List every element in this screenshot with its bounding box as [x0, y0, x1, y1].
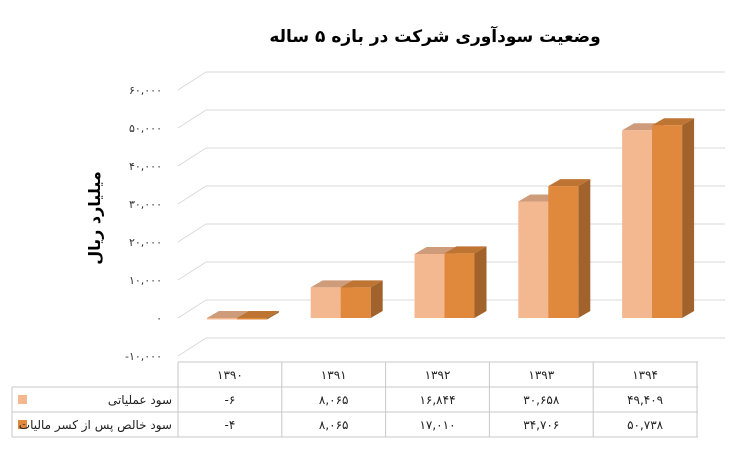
- x-tick-label: ۱۳۹۱: [321, 368, 347, 382]
- x-tick-label: ۱۳۹۲: [425, 368, 451, 382]
- bar-top: [206, 311, 249, 318]
- bar-side: [370, 280, 383, 318]
- bar-top: [310, 280, 353, 288]
- y-tick-label: ۲۰,۰۰۰: [129, 236, 162, 249]
- bar-front: [548, 186, 579, 318]
- bar-side: [474, 246, 487, 318]
- data-table: ۱۳۹۰ ۱۳۹۱ ۱۳۹۲ ۱۳۹۳ ۱۳۹۴ سود عملیاتی -۶ ۸,۰۶۵ ۱۶…: [11, 361, 698, 438]
- data-label: ۴۹,۴۰۹: [627, 393, 663, 407]
- bar-top: [548, 179, 591, 187]
- data-label: ۳۴,۷۰۶: [523, 418, 559, 432]
- y-axis-label: میلیارد ریال: [85, 171, 104, 265]
- x-tick-label: ۱۳۹۰: [217, 368, 243, 382]
- bar-front: [652, 125, 683, 318]
- data-label: ۸,۰۶۵: [319, 393, 349, 407]
- y-tick-label: ۶۰,۰۰۰: [129, 84, 162, 97]
- bars-layer: [206, 118, 695, 320]
- y-tick-label: ۰: [156, 312, 162, 325]
- bar-top: [652, 118, 695, 126]
- gridline-slant: [177, 185, 207, 205]
- bar-front: [444, 253, 475, 318]
- bar-side: [682, 118, 695, 318]
- bar: [652, 118, 695, 318]
- bar-front: [310, 287, 341, 318]
- data-label: -۴: [225, 418, 236, 432]
- gridline-slant: [177, 147, 207, 167]
- bar-top: [414, 246, 457, 254]
- bar: [444, 246, 487, 318]
- bar-top: [236, 311, 279, 318]
- legend-label: سود عملیاتی: [108, 393, 172, 408]
- bar-top: [340, 280, 383, 288]
- gridline-slant: [177, 261, 207, 281]
- y-tick-label: -۱۰,۰۰۰: [125, 350, 162, 363]
- chart-title: وضعیت سودآوری شرکت در بازه ۵ ساله: [269, 25, 600, 47]
- data-label: ۸,۰۶۵: [319, 418, 349, 432]
- bar-side: [578, 179, 591, 318]
- gridline-slant: [177, 337, 207, 357]
- gridline-slant: [177, 71, 207, 91]
- bar-side: [266, 311, 279, 320]
- bar-top: [444, 246, 487, 254]
- legend-label: سود خالص پس از کسر مالیات: [19, 418, 172, 433]
- data-label: ۳۰,۶۵۸: [523, 393, 560, 407]
- y-tick-label: ۳۰,۰۰۰: [129, 198, 162, 211]
- data-label: ۵۰,۷۳۸: [627, 418, 664, 432]
- data-label: -۶: [225, 393, 236, 407]
- legend-swatch: [18, 420, 27, 429]
- bar-front: [340, 287, 371, 318]
- bar-front: [236, 318, 267, 320]
- bar-front: [518, 201, 549, 318]
- bar-front: [414, 253, 445, 318]
- data-label: ۱۷,۰۱۰: [419, 418, 455, 432]
- x-tick-label: ۱۳۹۴: [632, 368, 658, 382]
- x-tick-label: ۱۳۹۳: [528, 368, 554, 382]
- legend-swatch: [18, 395, 27, 404]
- gridline-slant: [177, 299, 207, 319]
- gridline-slant: [177, 109, 207, 129]
- bar: [340, 280, 383, 318]
- data-label: ۱۶,۸۴۴: [419, 393, 455, 407]
- y-tick-label: ۵۰,۰۰۰: [129, 122, 162, 135]
- bar: [548, 179, 591, 318]
- gridline-slant: [177, 223, 207, 243]
- y-tick-label: ۴۰,۰۰۰: [129, 160, 162, 173]
- bar-front: [206, 318, 237, 320]
- y-tick-label: ۱۰,۰۰۰: [129, 274, 162, 287]
- bar-front: [622, 130, 653, 318]
- bar: [236, 311, 279, 320]
